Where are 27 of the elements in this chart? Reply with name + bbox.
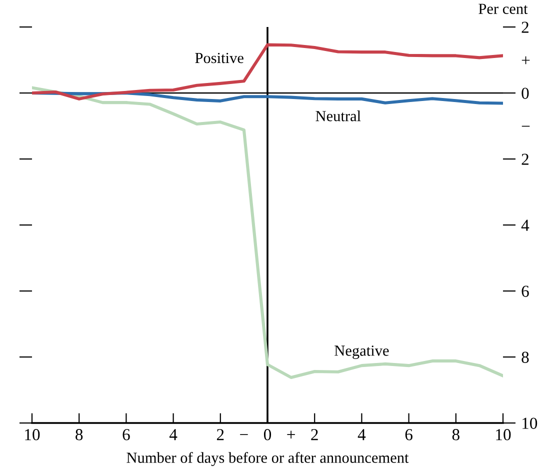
x-tick-label: 4 — [169, 429, 178, 440]
y-tick-label: − — [522, 126, 530, 127]
series-label: Negative — [334, 346, 389, 359]
y-axis-title: Per cent — [478, 4, 528, 14]
x-axis-title: Number of days before or after announcement — [126, 452, 409, 466]
x-tick-label: 6 — [405, 429, 412, 440]
x-tick-label: − — [240, 434, 248, 435]
x-tick-label: 10 — [496, 429, 511, 440]
x-tick-label: 8 — [76, 429, 83, 440]
y-tick-label: 8 — [522, 352, 529, 363]
x-tick-label: 0 — [264, 429, 272, 440]
x-tick-label: + — [287, 430, 295, 438]
x-tick-label: 4 — [358, 429, 366, 440]
x-tick-label: 10 — [25, 429, 40, 440]
y-tick-label: 0 — [522, 88, 529, 99]
y-tick-label: 6 — [522, 286, 529, 297]
y-tick-label: 2 — [522, 154, 528, 165]
x-tick-label: 8 — [452, 429, 460, 440]
x-tick-label: 2 — [216, 429, 224, 440]
x-tick-label: 2 — [311, 429, 318, 440]
y-tick-label: 10 — [522, 418, 538, 429]
x-tick-label: 6 — [122, 429, 130, 440]
y-tick-label: + — [522, 56, 530, 64]
series-label: Neutral — [316, 110, 361, 122]
series-label: Positive — [195, 52, 244, 64]
y-tick-label: 4 — [521, 220, 530, 231]
y-tick-label: 2 — [522, 22, 528, 33]
